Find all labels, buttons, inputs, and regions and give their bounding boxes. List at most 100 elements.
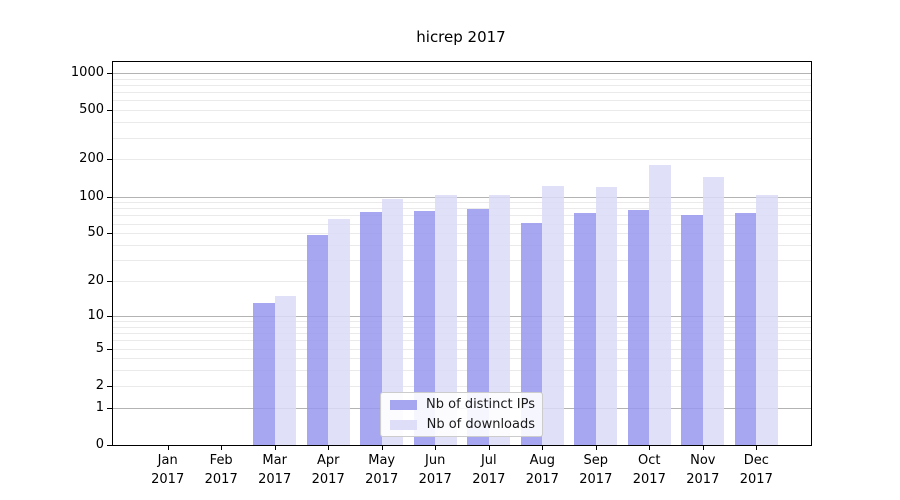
x-tick-label: Mar 2017 — [258, 453, 292, 487]
minor-gridline — [113, 321, 811, 322]
y-tick-mark — [107, 196, 112, 198]
x-tick-mark — [756, 445, 758, 450]
y-tick-label: 1 — [95, 399, 104, 415]
x-tick-label: Oct 2017 — [632, 453, 666, 487]
bar-ips-sep — [574, 213, 596, 445]
y-tick-mark — [107, 315, 112, 317]
y-tick-label: 0 — [95, 437, 104, 452]
major-gridline — [113, 315, 811, 317]
x-tick-label: Jul 2017 — [472, 453, 506, 487]
x-tick-mark — [488, 445, 490, 450]
x-tick-mark — [328, 445, 330, 450]
y-tick-label: 100 — [79, 188, 104, 204]
minor-gridline — [113, 215, 811, 217]
legend: Nb of distinct IPs Nb of downloads — [380, 392, 543, 437]
major-gridline — [113, 196, 811, 198]
y-tick-mark — [107, 159, 112, 161]
minor-gridline — [113, 202, 811, 204]
x-tick-label: May 2017 — [365, 453, 399, 487]
x-tick-mark — [702, 445, 704, 450]
x-tick-mark — [595, 445, 597, 450]
legend-item-ips: Nb of distinct IPs — [388, 396, 535, 413]
minor-gridline — [113, 370, 811, 372]
y-tick-label: 10 — [87, 307, 104, 323]
x-tick-label: Feb 2017 — [204, 453, 238, 487]
bar-downloads-aug — [542, 185, 564, 445]
x-tick-label: Jan 2017 — [151, 453, 185, 487]
y-tick-label: 20 — [87, 273, 104, 288]
y-tick-label: 2 — [95, 377, 104, 393]
minor-gridline — [113, 348, 811, 350]
bar-ips-mar — [253, 302, 275, 445]
minor-gridline — [113, 159, 811, 161]
legend-swatch-downloads-icon — [390, 419, 417, 430]
y-tick-mark — [107, 407, 112, 409]
bar-downloads-oct — [649, 165, 671, 445]
minor-gridline — [113, 122, 811, 124]
y-tick-label: 500 — [79, 102, 104, 118]
legend-label-downloads: Nb of downloads — [426, 417, 535, 432]
minor-gridline — [113, 385, 811, 387]
legend-item-downloads: Nb of downloads — [388, 416, 535, 433]
x-tick-mark — [649, 445, 651, 450]
minor-gridline — [113, 281, 811, 282]
y-tick-label: 200 — [79, 151, 104, 167]
x-tick-mark — [274, 445, 276, 450]
bar-ips-may — [360, 211, 382, 445]
minor-gridline — [113, 333, 811, 334]
x-tick-mark — [221, 445, 223, 450]
bar-ips-oct — [627, 210, 650, 445]
x-tick-label: Nov 2017 — [686, 453, 720, 487]
minor-gridline — [113, 245, 811, 246]
bar-ips-jul — [467, 209, 489, 445]
y-tick-mark — [107, 110, 112, 112]
legend-swatch-ips-icon — [390, 399, 417, 410]
minor-gridline — [113, 223, 811, 225]
bar-downloads-may — [381, 199, 404, 445]
y-tick-mark — [107, 348, 112, 350]
bar-downloads-nov — [702, 177, 725, 445]
minor-gridline — [113, 110, 811, 112]
bar-downloads-mar — [274, 295, 297, 445]
bar-downloads-apr — [328, 219, 350, 445]
bar-ips-apr — [306, 235, 329, 445]
minor-gridline — [113, 84, 811, 86]
minor-gridline — [113, 208, 811, 210]
bar-downloads-sep — [595, 186, 618, 445]
major-gridline — [113, 72, 811, 74]
minor-gridline — [113, 92, 811, 94]
x-tick-mark — [167, 445, 169, 450]
y-tick-mark — [107, 385, 112, 387]
y-tick-mark — [107, 445, 112, 446]
bar-downloads-jun — [435, 195, 457, 445]
minor-gridline — [113, 233, 811, 235]
y-tick-mark — [107, 281, 112, 282]
minor-gridline — [113, 358, 811, 360]
minor-gridline — [113, 100, 811, 102]
bar-downloads-jul — [488, 195, 511, 445]
minor-gridline — [113, 326, 811, 328]
x-tick-label: Apr 2017 — [311, 453, 345, 487]
x-tick-label: Jun 2017 — [418, 453, 452, 487]
y-tick-label: 5 — [95, 340, 104, 356]
x-tick-label: Aug 2017 — [525, 453, 559, 487]
y-tick-label: 50 — [87, 225, 104, 241]
bar-ips-dec — [734, 213, 757, 445]
minor-gridline — [113, 340, 811, 342]
chart-title: hicrep 2017 — [416, 28, 506, 46]
minor-gridline — [113, 260, 811, 262]
x-tick-label: Dec 2017 — [739, 453, 773, 487]
minor-gridline — [113, 78, 811, 80]
x-tick-mark — [381, 445, 383, 450]
x-tick-mark — [542, 445, 544, 450]
x-tick-label: Sep 2017 — [579, 453, 613, 487]
bar-downloads-dec — [756, 194, 778, 445]
legend-label-ips: Nb of distinct IPs — [426, 397, 535, 412]
y-tick-mark — [107, 233, 112, 235]
minor-gridline — [113, 137, 811, 139]
y-tick-mark — [107, 72, 112, 74]
y-tick-label: 1000 — [70, 64, 104, 80]
bar-ips-nov — [681, 215, 703, 445]
bar-ips-aug — [520, 222, 543, 445]
